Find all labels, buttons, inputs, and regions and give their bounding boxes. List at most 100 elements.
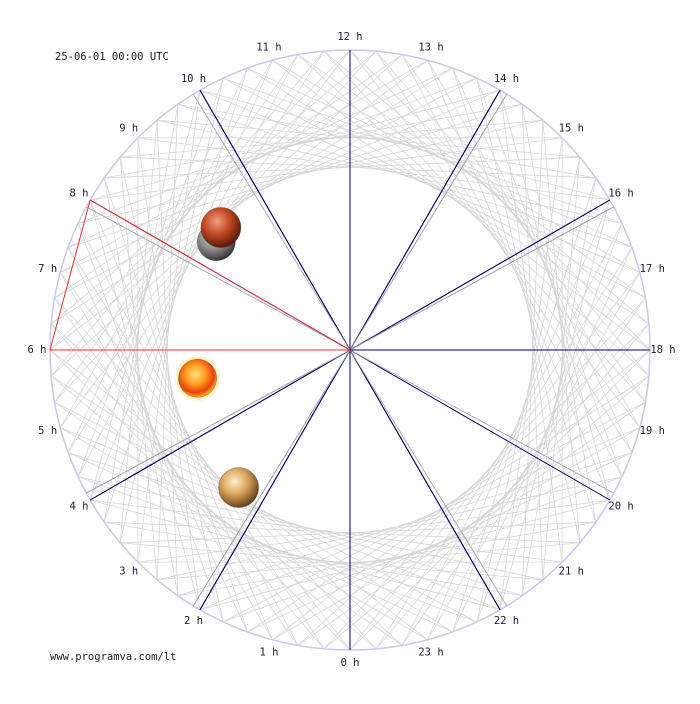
hour-label-11: 11 h bbox=[256, 42, 281, 54]
web-chord bbox=[77, 476, 477, 623]
web-chord bbox=[50, 323, 325, 650]
web-chord bbox=[67, 50, 325, 453]
web-chord bbox=[375, 50, 633, 453]
hour-label-2: 2 h bbox=[184, 615, 203, 627]
hour-label-3: 3 h bbox=[119, 565, 138, 577]
web-chord bbox=[177, 103, 596, 179]
web-chord bbox=[323, 50, 650, 325]
web-chord bbox=[90, 137, 563, 201]
web-chord bbox=[323, 375, 650, 650]
timestamp-label: 25-06-01 00:00 UTC bbox=[55, 51, 169, 63]
web-chord bbox=[499, 90, 563, 563]
web-chord bbox=[103, 177, 179, 596]
web-chord bbox=[59, 272, 351, 651]
web-chord bbox=[272, 349, 651, 641]
hour-label-17: 17 h bbox=[640, 263, 665, 275]
hour-label-1: 1 h bbox=[260, 646, 279, 658]
web-chord bbox=[67, 247, 325, 650]
venus-body-disc bbox=[218, 467, 259, 508]
web-chord bbox=[119, 120, 158, 543]
web-chord bbox=[89, 60, 273, 501]
web-chord bbox=[104, 521, 580, 544]
web-chord bbox=[499, 199, 611, 610]
web-chord bbox=[49, 59, 428, 351]
hour-label-8: 8 h bbox=[69, 188, 88, 200]
web-chord bbox=[157, 119, 622, 224]
web-chord bbox=[90, 499, 563, 563]
web-chord bbox=[156, 120, 179, 596]
web-chord bbox=[177, 103, 633, 248]
web-chord bbox=[401, 54, 646, 403]
web-chord bbox=[90, 89, 501, 201]
web-chord bbox=[67, 247, 248, 633]
web-chord bbox=[349, 49, 651, 351]
web-chord bbox=[67, 67, 248, 453]
web-chord bbox=[90, 499, 501, 611]
web-chord bbox=[375, 323, 650, 650]
web-chord bbox=[137, 137, 201, 610]
web-chord bbox=[104, 103, 523, 179]
celestial-bodies bbox=[173, 207, 259, 508]
mars-body-disc bbox=[200, 207, 242, 248]
hour-label-0: 0 h bbox=[341, 657, 360, 669]
web-chord bbox=[427, 199, 611, 640]
hour-label-21: 21 h bbox=[559, 565, 584, 577]
web-chord bbox=[272, 59, 651, 351]
web-chord bbox=[199, 499, 610, 611]
web-chord bbox=[67, 103, 523, 248]
web-chord bbox=[78, 476, 543, 581]
hour-label-19: 19 h bbox=[640, 425, 665, 437]
web-chord bbox=[323, 297, 646, 650]
web-chord bbox=[50, 50, 325, 377]
web-chord bbox=[542, 157, 581, 580]
web-chord bbox=[157, 476, 622, 581]
web-chord bbox=[401, 297, 646, 646]
highlight-lines bbox=[49, 199, 650, 351]
web-chord bbox=[223, 77, 646, 299]
web-chord bbox=[542, 120, 581, 543]
web-chord bbox=[247, 67, 650, 325]
web-chord bbox=[54, 77, 477, 299]
hour-label-23: 23 h bbox=[418, 646, 443, 658]
web-chord bbox=[119, 157, 158, 580]
web-chord bbox=[89, 90, 201, 501]
web-chord bbox=[157, 119, 580, 158]
web-chord bbox=[77, 77, 224, 477]
web-chord bbox=[452, 67, 597, 523]
hour-label-4: 4 h bbox=[69, 501, 88, 513]
hour-label-14: 14 h bbox=[494, 73, 519, 85]
web-chord bbox=[223, 77, 623, 224]
web-chord bbox=[349, 349, 651, 651]
web-chord bbox=[54, 297, 299, 646]
web-chord bbox=[50, 67, 453, 325]
sun-body-disc bbox=[178, 358, 217, 398]
web-chord bbox=[401, 223, 623, 646]
web-chord bbox=[521, 120, 544, 596]
web-chord bbox=[120, 542, 543, 581]
web-chord bbox=[247, 375, 650, 633]
web-chord bbox=[247, 452, 633, 633]
web-chord bbox=[60, 427, 501, 611]
web-chord bbox=[156, 104, 179, 580]
web-chord bbox=[120, 521, 596, 544]
web-chord bbox=[54, 54, 403, 299]
web-chord bbox=[137, 137, 610, 201]
hour-label-15: 15 h bbox=[559, 123, 584, 135]
web-chord bbox=[54, 54, 299, 403]
web-chord bbox=[297, 323, 650, 646]
web-chord bbox=[297, 54, 646, 299]
web-chord bbox=[401, 54, 623, 477]
web-chord bbox=[67, 452, 523, 597]
web-chord bbox=[120, 119, 543, 158]
web-chord bbox=[50, 50, 377, 325]
web-chord bbox=[89, 199, 201, 610]
site-link[interactable]: www.programva.com/lt bbox=[50, 651, 177, 663]
venus-body-icon bbox=[218, 467, 259, 508]
web-chord bbox=[521, 104, 597, 523]
hour-label-16: 16 h bbox=[608, 188, 633, 200]
web-chord bbox=[427, 60, 611, 501]
web-chord bbox=[137, 90, 201, 563]
web-chord bbox=[297, 54, 650, 377]
hour-label-5: 5 h bbox=[38, 425, 57, 437]
web-chord bbox=[78, 119, 543, 224]
